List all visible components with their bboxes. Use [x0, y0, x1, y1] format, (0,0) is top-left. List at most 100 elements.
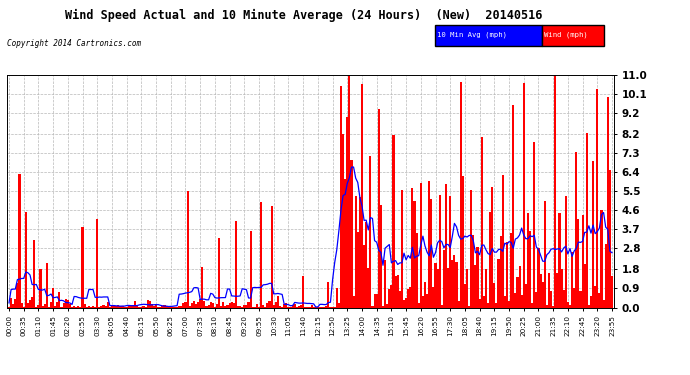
Bar: [564, 196, 566, 308]
Bar: [510, 233, 512, 308]
Bar: [359, 197, 361, 308]
Bar: [86, 307, 88, 308]
Bar: [233, 303, 235, 307]
Bar: [132, 305, 134, 308]
Bar: [113, 306, 115, 308]
Bar: [151, 303, 153, 307]
Bar: [431, 200, 433, 308]
Bar: [21, 303, 23, 307]
Bar: [246, 304, 248, 307]
Bar: [365, 222, 367, 308]
Bar: [596, 89, 598, 308]
Bar: [73, 306, 75, 308]
Bar: [506, 243, 508, 308]
Bar: [193, 301, 195, 307]
Bar: [542, 282, 544, 308]
Bar: [520, 295, 523, 307]
Bar: [497, 259, 500, 308]
Bar: [361, 84, 363, 308]
Bar: [107, 303, 109, 307]
Bar: [159, 307, 161, 308]
Bar: [329, 306, 331, 308]
Text: Wind Speed Actual and 10 Minute Average (24 Hours)  (New)  20140516: Wind Speed Actual and 10 Minute Average …: [65, 9, 542, 22]
Bar: [17, 283, 19, 308]
Bar: [35, 307, 37, 308]
Bar: [10, 298, 12, 307]
Bar: [214, 307, 216, 308]
Bar: [487, 303, 489, 307]
Bar: [417, 303, 420, 307]
Bar: [344, 178, 346, 308]
Bar: [441, 305, 443, 308]
Bar: [479, 299, 481, 307]
Bar: [327, 282, 329, 308]
Bar: [186, 191, 188, 308]
Bar: [588, 305, 590, 308]
Bar: [248, 302, 250, 307]
Bar: [546, 305, 548, 308]
Bar: [300, 305, 302, 308]
Bar: [188, 306, 190, 308]
Bar: [325, 306, 327, 308]
Bar: [61, 307, 63, 308]
Bar: [258, 307, 260, 308]
Bar: [164, 304, 166, 307]
Bar: [409, 287, 411, 308]
Bar: [375, 294, 377, 308]
Bar: [495, 303, 497, 307]
Bar: [353, 296, 355, 307]
Bar: [69, 303, 71, 307]
Bar: [460, 81, 462, 308]
Bar: [598, 292, 600, 308]
Bar: [67, 300, 69, 307]
Bar: [363, 245, 365, 308]
Bar: [310, 305, 313, 308]
Bar: [144, 307, 146, 308]
Bar: [516, 277, 518, 308]
Bar: [569, 305, 571, 308]
Bar: [166, 306, 168, 308]
Bar: [149, 302, 151, 307]
Bar: [71, 307, 73, 308]
Bar: [405, 298, 407, 307]
Bar: [39, 270, 41, 308]
Bar: [204, 301, 206, 307]
Bar: [103, 305, 105, 308]
Bar: [346, 117, 348, 308]
Bar: [270, 206, 273, 308]
Bar: [8, 307, 10, 308]
Bar: [109, 307, 111, 308]
Bar: [79, 306, 81, 308]
Bar: [333, 307, 336, 308]
Bar: [428, 182, 431, 308]
Bar: [371, 306, 373, 308]
Bar: [420, 183, 422, 308]
Bar: [277, 296, 279, 307]
Bar: [239, 306, 241, 308]
Bar: [226, 304, 228, 307]
Bar: [290, 306, 292, 308]
Bar: [210, 303, 212, 307]
Bar: [435, 263, 437, 308]
Bar: [451, 260, 453, 308]
Bar: [182, 303, 184, 307]
Bar: [457, 301, 460, 307]
Bar: [424, 282, 426, 308]
Bar: [540, 274, 542, 308]
Bar: [336, 288, 338, 308]
Bar: [470, 190, 472, 308]
Bar: [59, 292, 61, 308]
Bar: [491, 187, 493, 308]
Bar: [222, 302, 224, 307]
Bar: [342, 134, 344, 308]
Bar: [33, 240, 35, 308]
Bar: [357, 232, 359, 308]
Bar: [413, 201, 415, 308]
Bar: [475, 265, 477, 308]
Bar: [75, 306, 77, 308]
Bar: [426, 294, 428, 307]
Bar: [590, 296, 592, 307]
Bar: [369, 156, 371, 308]
Bar: [397, 275, 399, 308]
Bar: [384, 260, 386, 308]
